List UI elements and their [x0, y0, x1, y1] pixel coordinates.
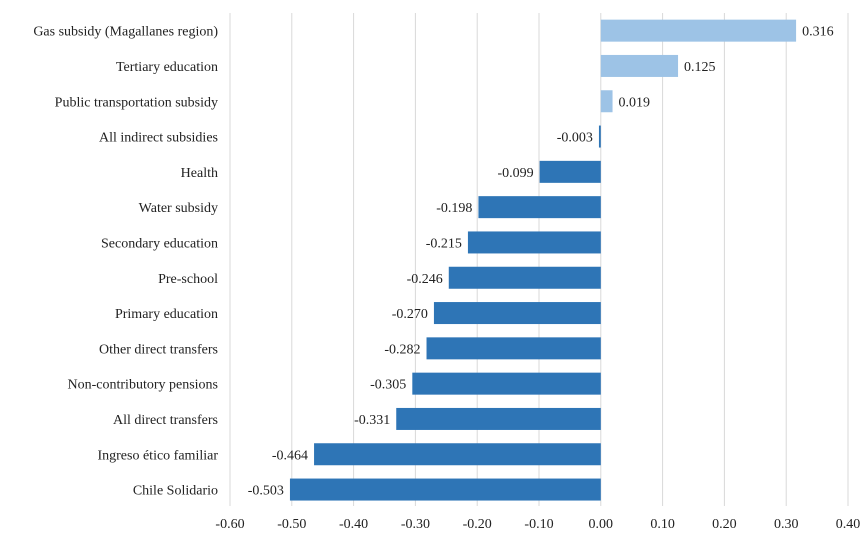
x-tick-label: 0.30	[774, 517, 799, 532]
data-label: 0.125	[684, 60, 716, 75]
value-labels: 0.316 0.125 0.019 -0.003 -0.099 -0.198 -0.215 -…	[248, 25, 834, 499]
bar	[396, 407, 601, 430]
x-tick-label: -0.30	[401, 517, 430, 532]
bar	[289, 478, 601, 501]
x-tick-label: -0.60	[215, 517, 244, 532]
bar	[600, 19, 797, 42]
category-label: All indirect subsidies	[99, 131, 218, 146]
bar	[412, 372, 601, 395]
x-tick-label: 0.20	[712, 517, 737, 532]
data-label: -0.099	[497, 166, 533, 181]
category-label: Public transportation subsidy	[55, 95, 218, 110]
x-axis-tick-labels: -0.60 -0.50 -0.40 -0.30 -0.20 -0.10 0.00 0.10 0.…	[215, 517, 860, 532]
data-label: -0.464	[272, 448, 308, 463]
data-label: -0.270	[392, 307, 428, 322]
x-tick-label: 0.40	[836, 517, 860, 532]
bar	[314, 443, 601, 466]
data-label: -0.246	[407, 272, 443, 287]
x-tick-label: -0.40	[339, 517, 368, 532]
bar	[426, 337, 601, 360]
bar	[433, 302, 601, 325]
category-label: Ingreso ético familiar	[97, 448, 218, 463]
bar	[448, 266, 601, 289]
bar	[467, 231, 601, 254]
category-label: Other direct transfers	[99, 342, 218, 357]
category-label: All direct transfers	[113, 413, 218, 428]
data-label: -0.282	[384, 342, 420, 357]
x-tick-label: 0.10	[650, 517, 675, 532]
data-label: 0.316	[802, 25, 834, 40]
category-label: Health	[181, 166, 218, 181]
gridlines	[229, 13, 849, 506]
category-label: Chile Solidario	[133, 484, 218, 499]
bar	[600, 90, 613, 113]
data-label: -0.003	[557, 131, 593, 146]
data-label: -0.198	[436, 201, 472, 216]
category-label: Water subsidy	[139, 201, 218, 216]
x-tick-label: 0.00	[589, 517, 614, 532]
data-label: -0.331	[354, 413, 390, 428]
data-label: 0.019	[619, 95, 651, 110]
bar	[600, 54, 679, 77]
category-label: Secondary education	[101, 236, 218, 251]
x-tick-label: -0.50	[277, 517, 306, 532]
category-labels: Gas subsidy (Magallanes region) Tertiary …	[33, 25, 218, 499]
category-label: Tertiary education	[116, 60, 218, 75]
data-label: -0.215	[426, 236, 462, 251]
bar	[598, 125, 601, 148]
bars	[289, 19, 797, 501]
x-tick-label: -0.10	[524, 517, 553, 532]
data-label: -0.503	[248, 484, 284, 499]
category-label: Gas subsidy (Magallanes region)	[33, 25, 218, 40]
category-label: Pre-school	[158, 272, 218, 287]
bar	[539, 160, 601, 183]
x-tick-label: -0.20	[463, 517, 492, 532]
category-label: Non-contributory pensions	[68, 378, 218, 393]
bar	[478, 196, 601, 219]
category-label: Primary education	[115, 307, 218, 322]
data-label: -0.305	[370, 378, 406, 393]
